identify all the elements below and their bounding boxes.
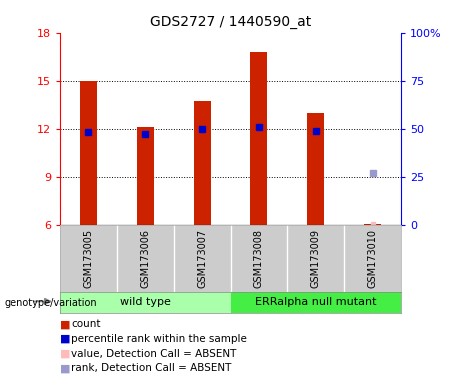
Text: ■: ■ xyxy=(60,363,71,373)
Text: GSM173007: GSM173007 xyxy=(197,229,207,288)
Text: GSM173010: GSM173010 xyxy=(367,229,378,288)
Text: ■: ■ xyxy=(60,349,71,359)
Bar xyxy=(307,113,324,225)
Text: ■: ■ xyxy=(60,319,71,329)
Bar xyxy=(80,81,97,225)
Bar xyxy=(136,127,154,225)
Title: GDS2727 / 1440590_at: GDS2727 / 1440590_at xyxy=(150,15,311,29)
Bar xyxy=(250,52,267,225)
Text: ERRalpha null mutant: ERRalpha null mutant xyxy=(255,297,377,308)
Text: GSM173009: GSM173009 xyxy=(311,229,321,288)
Text: wild type: wild type xyxy=(120,297,171,308)
Bar xyxy=(364,224,381,225)
Text: genotype/variation: genotype/variation xyxy=(5,298,97,308)
Text: GSM173005: GSM173005 xyxy=(83,229,94,288)
Text: GSM173006: GSM173006 xyxy=(140,229,150,288)
Text: ■: ■ xyxy=(60,334,71,344)
Text: count: count xyxy=(71,319,101,329)
Text: value, Detection Call = ABSENT: value, Detection Call = ABSENT xyxy=(71,349,237,359)
Text: GSM173008: GSM173008 xyxy=(254,229,264,288)
FancyBboxPatch shape xyxy=(60,292,230,313)
Text: rank, Detection Call = ABSENT: rank, Detection Call = ABSENT xyxy=(71,363,232,373)
Bar xyxy=(194,101,211,225)
Text: percentile rank within the sample: percentile rank within the sample xyxy=(71,334,248,344)
FancyBboxPatch shape xyxy=(230,292,401,313)
